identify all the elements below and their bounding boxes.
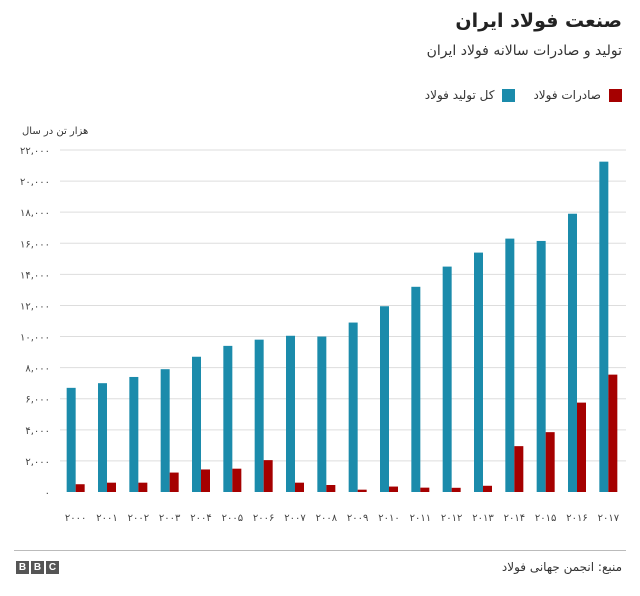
bar-production [317,336,327,492]
bar-production [160,369,170,492]
chart-title: صنعت فولاد ایران [455,10,622,32]
source-note: منبع: انجمن جهانی فولاد [501,560,622,574]
bbc-logo-letter: B [31,561,44,574]
bar-chart: هزار تن در سال ۰ ۲,۰۰۰ ۴,۰۰۰ ۶,۰۰۰ ۸,۰۰۰ ۱۰,۰۰… [20,126,626,524]
x-tick-label: ۲۰۰۴ [190,513,211,524]
x-tick-label: ۲۰۱۲ [441,513,462,524]
x-tick-label: ۲۰۱۳ [472,513,494,524]
chart-legend: صادرات فولاد کل تولید فولاد [407,88,622,102]
bar-export [389,486,398,492]
bar-export [326,485,336,492]
y-tick-label: ۰ [45,488,50,499]
x-tick-label: ۲۰۱۰ [378,513,399,524]
bar-export [232,468,242,492]
bar-production [254,339,264,492]
x-tick-label: ۲۰۱۴ [504,513,525,524]
x-tick-label: ۲۰۰۰ [65,513,86,524]
bar-production [129,376,139,492]
y-tick-label: ۸,۰۰۰ [25,364,50,375]
bar-export [514,446,524,492]
bbc-logo: B B C [16,561,61,574]
bar-production [599,161,609,492]
legend-swatch-export [609,88,622,102]
bar-production [411,286,421,492]
x-tick-label: ۲۰۰۹ [347,513,368,524]
y-axis-label: هزار تن در سال [22,126,88,137]
bar-export [107,482,116,492]
bar-export [545,432,555,492]
legend-label-export: صادرات فولاد [533,88,601,102]
legend-label-production: کل تولید فولاد [424,88,495,102]
x-tick-label: ۲۰۱۱ [410,513,431,524]
bar-export [483,485,492,492]
bar-production [348,322,358,492]
x-tick-label: ۲۰۱۶ [566,513,587,524]
chart-subtitle: تولید و صادرات سالانه فولاد ایران [426,43,622,59]
bar-export [201,469,210,492]
bar-production [223,345,233,492]
x-tick-label: ۲۰۰۸ [316,513,338,524]
bar-production [474,252,483,492]
bar-production [505,238,515,492]
legend-item-export: صادرات فولاد [533,88,622,102]
bar-export [138,482,148,492]
x-tick-label: ۲۰۱۷ [598,513,620,524]
y-tick-label: ۱۲,۰۰۰ [20,301,50,312]
y-tick-label: ۲۲,۰۰۰ [20,146,50,157]
x-tick-label: ۲۰۱۵ [535,513,556,524]
y-tick-label: ۱۰,۰۰۰ [20,333,50,344]
bbc-logo-letter: B [16,561,29,574]
bar-export [169,472,179,492]
bar-export [420,487,430,492]
bar-export [75,484,85,492]
bar-production [380,306,389,492]
bar-production [286,335,295,492]
legend-swatch-production [502,88,516,102]
y-tick-label: ۶,۰۰۰ [25,395,50,406]
bar-export [577,402,586,492]
y-tick-label: ۱۴,۰۰۰ [20,270,50,281]
x-tick-label: ۲۰۰۵ [222,513,243,524]
bar-export [357,489,367,492]
legend-item-production: کل تولید فولاد [425,88,516,102]
y-tick-label: ۱۶,۰۰۰ [20,239,50,250]
bar-export [263,460,273,492]
x-tick-label: ۲۰۰۱ [96,513,117,524]
x-tick-label: ۲۰۰۶ [253,513,274,524]
y-tick-label: ۲۰,۰۰۰ [20,177,50,188]
y-tick-label: ۲,۰۰۰ [25,457,50,468]
bbc-logo-letter: C [46,561,59,574]
bar-production [568,213,577,492]
bar-production [192,356,201,492]
bar-export [295,482,304,492]
bar-production [536,240,546,492]
bar-production [98,383,107,492]
bar-export [451,487,461,492]
footer-divider [14,550,626,551]
y-tick-label: ۴,۰۰۰ [25,426,50,437]
x-tick-label: ۲۰۰۳ [159,513,181,524]
x-tick-label: ۲۰۰۷ [284,513,306,524]
bar-production [66,387,76,492]
bar-export [608,374,618,492]
y-tick-label: ۱۸,۰۰۰ [20,208,50,219]
x-tick-label: ۲۰۰۲ [128,513,149,524]
bar-production [442,266,452,492]
